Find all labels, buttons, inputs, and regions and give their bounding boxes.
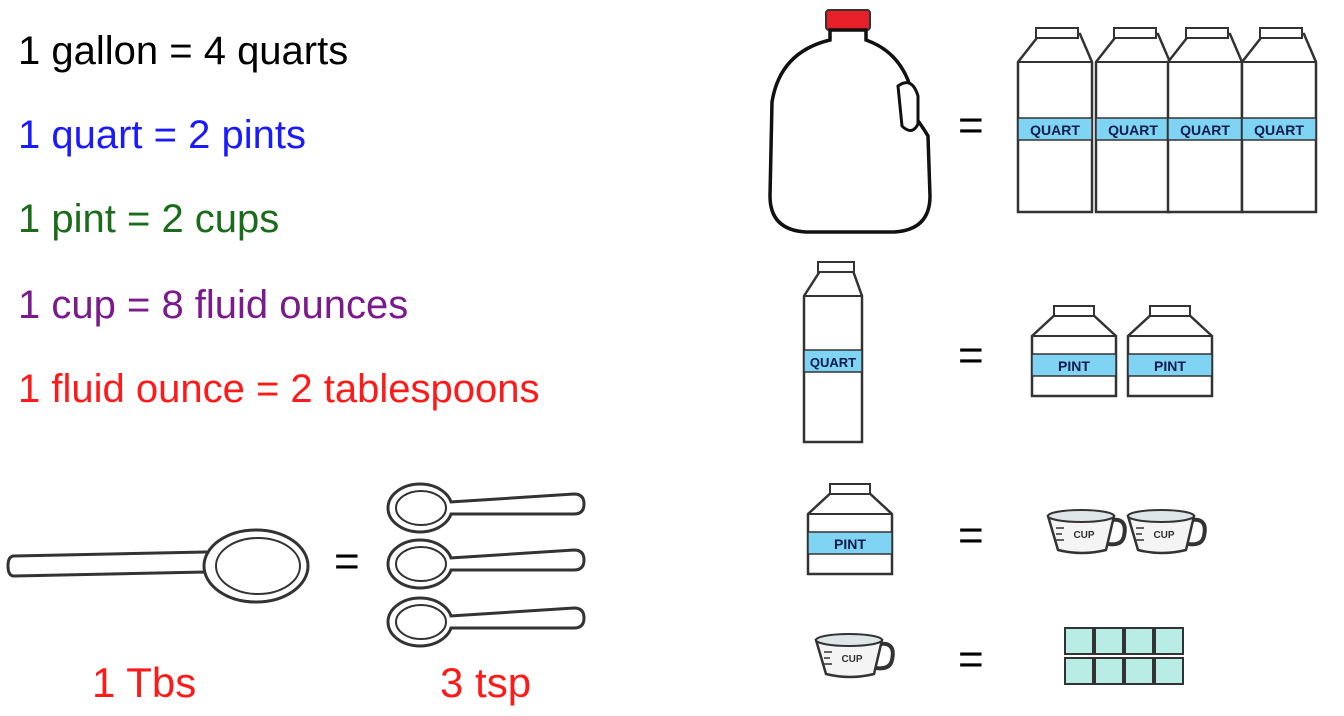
pint-label: PINT	[1154, 358, 1186, 374]
quart-label: QUART	[1108, 122, 1158, 138]
equals-sign: =	[958, 511, 984, 560]
cup-label: CUP	[1073, 530, 1094, 541]
measuring-cup-icon: CUP	[814, 633, 895, 679]
fluid-ounce-square	[1154, 627, 1184, 655]
teaspoon-icon	[386, 538, 586, 590]
quart-label: QUART	[1030, 122, 1080, 138]
tablespoon-icon	[6, 528, 310, 604]
rule-quart: 1 quart = 2 pints	[18, 113, 306, 157]
rule-cup: 1 cup = 8 fluid ounces	[18, 283, 409, 327]
fluid-ounce-square	[1064, 627, 1094, 655]
equals-sign: =	[958, 635, 984, 684]
measuring-cup-icon: CUP	[1126, 509, 1207, 555]
teaspoon-icon	[386, 482, 586, 534]
rule-pint: 1 pint = 2 cups	[18, 197, 280, 241]
fluid-ounce-grid	[1064, 627, 1184, 685]
pint-carton-icon: PINT	[1126, 305, 1214, 398]
pint-carton-icon: PINT	[1030, 305, 1118, 398]
equals-sign: =	[958, 331, 984, 380]
rule-fluid-ounce: 1 fluid ounce = 2 tablespoons	[18, 367, 540, 411]
cup-label: CUP	[841, 654, 862, 665]
fluid-ounce-square	[1094, 657, 1124, 685]
quart-carton-icon: QUART	[1094, 27, 1172, 214]
quart-label: QUART	[1254, 122, 1304, 138]
gallon-jug-icon	[768, 9, 932, 234]
quart-carton-icon: QUART	[1240, 27, 1318, 214]
quart-carton-icon: QUART	[1016, 27, 1094, 214]
fluid-ounce-square	[1124, 657, 1154, 685]
quart-carton-icon: QUART	[802, 261, 864, 444]
tbs-label: 1 Tbs	[92, 659, 197, 706]
fluid-ounce-square	[1094, 627, 1124, 655]
cup-label: CUP	[1153, 530, 1174, 541]
fluid-ounce-square	[1064, 657, 1094, 685]
measuring-cup-icon: CUP	[1046, 509, 1127, 555]
quart-carton-icon: QUART	[1166, 27, 1244, 214]
equals-sign: =	[958, 101, 984, 150]
spoon-equals-sign: =	[334, 537, 360, 586]
teaspoon-icon	[386, 596, 586, 648]
tsp-label: 3 tsp	[440, 659, 532, 706]
pint-carton-icon: PINT	[806, 483, 894, 576]
quart-label: QUART	[1180, 122, 1230, 138]
pint-label: PINT	[1058, 358, 1090, 374]
pint-label: PINT	[834, 536, 866, 552]
quart-label: QUART	[810, 355, 856, 370]
rule-gallon: 1 gallon = 4 quarts	[18, 29, 349, 73]
fluid-ounce-square	[1124, 627, 1154, 655]
fluid-ounce-square	[1154, 657, 1184, 685]
